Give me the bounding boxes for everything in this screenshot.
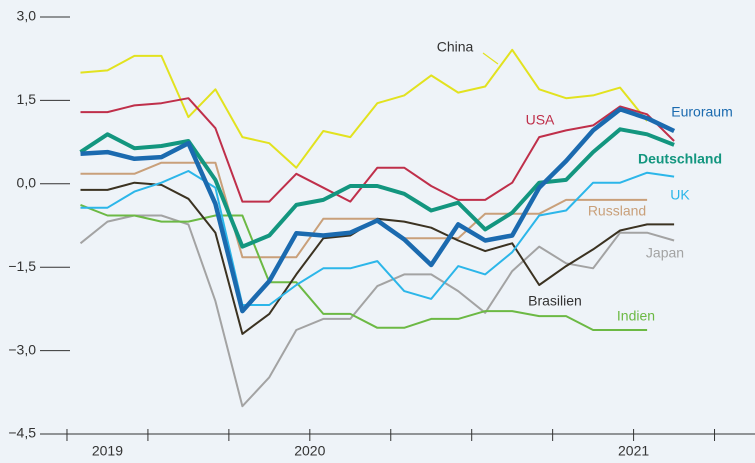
y-tick-label: 1,5: [17, 91, 37, 107]
series-line: [80, 161, 648, 259]
series-line: [80, 97, 675, 203]
series-label: Euroraum: [671, 104, 732, 120]
y-tick-label: −3,0: [8, 341, 36, 357]
series-label: China: [437, 39, 474, 55]
series-line: [80, 107, 676, 314]
y-tick-label: −1,5: [8, 258, 36, 274]
series-line: [80, 181, 675, 335]
series-label: UK: [670, 187, 690, 203]
series-label: Deutschland: [638, 151, 722, 167]
x-label: 2020: [294, 443, 325, 459]
y-tick-label: −4,5: [8, 425, 36, 441]
series-line: [79, 127, 675, 249]
series-line: [79, 214, 675, 408]
china-leader: [482, 52, 499, 65]
series-label: Russland: [588, 203, 646, 219]
x-label: 2019: [92, 443, 123, 459]
series-label: Japan: [646, 245, 684, 261]
series-line: [80, 170, 675, 306]
series-label: Indien: [617, 308, 655, 324]
series-label: USA: [526, 112, 555, 128]
x-label: 2021: [618, 443, 649, 459]
y-tick-label: 0,0: [17, 175, 37, 191]
y-tick-label: 3,0: [17, 8, 37, 24]
series-label: Brasilien: [528, 293, 582, 309]
series-line: [80, 48, 648, 169]
series-line: [80, 203, 648, 331]
